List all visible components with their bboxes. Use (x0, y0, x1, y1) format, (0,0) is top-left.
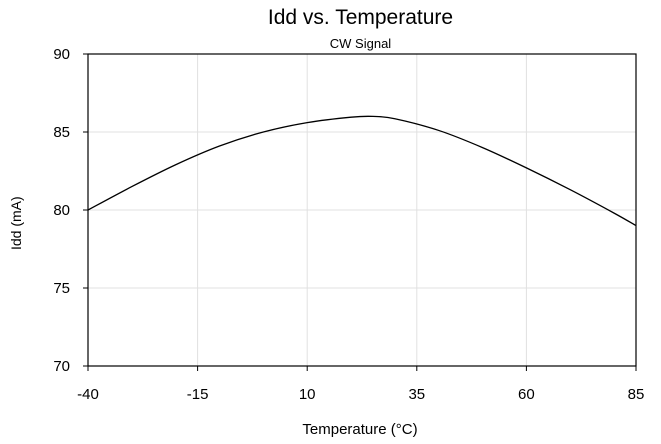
y-tick-label: 80 (53, 202, 70, 219)
y-tick-label: 75 (53, 280, 70, 297)
x-tick-label: -15 (187, 386, 209, 403)
x-tick-label: -40 (77, 386, 99, 403)
x-tick-label: 10 (299, 386, 316, 403)
series-line (87, 115, 637, 227)
x-axis-label: Temperature (°C) (302, 421, 418, 438)
y-tick-label: 85 (53, 124, 70, 141)
x-tick-label: 60 (518, 386, 535, 403)
x-tick-label: 35 (408, 386, 425, 403)
chart-subtitle: CW Signal (329, 36, 392, 51)
y-tick-label: 90 (53, 46, 70, 63)
x-tick-label: 85 (628, 386, 645, 403)
y-tick-label: 70 (53, 358, 70, 375)
chart-title: Idd vs. Temperature (267, 6, 454, 29)
